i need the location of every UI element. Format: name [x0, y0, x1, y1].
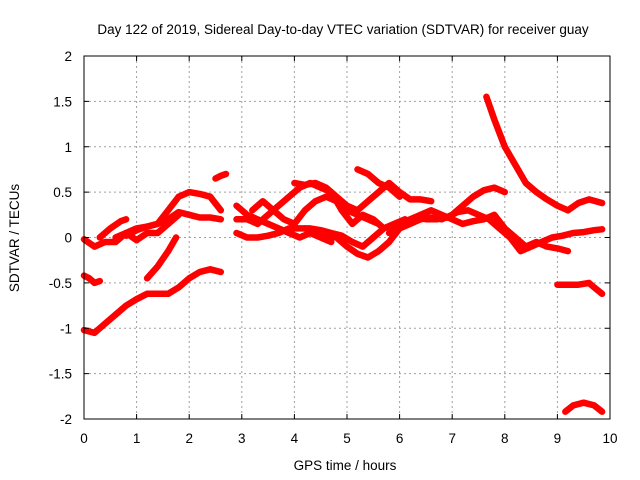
series-s6	[122, 208, 225, 239]
chart-title: Day 122 of 2019, Sidereal Day-to-day VTE…	[97, 22, 588, 37]
series-s19	[483, 93, 606, 214]
y-tick-label: 0	[64, 231, 72, 246]
x-tick-label: 10	[602, 431, 617, 446]
ticks	[83, 55, 611, 420]
x-tick-label: 3	[238, 431, 246, 446]
x-tick-label: 0	[80, 431, 88, 446]
y-tick-label: -1	[60, 321, 72, 336]
series-s18	[422, 207, 606, 255]
y-tick-label: 2	[64, 49, 72, 64]
x-tick-label: 1	[133, 431, 141, 446]
series-s15	[301, 225, 403, 261]
y-tick-label: 0.5	[53, 185, 72, 200]
series-s21	[562, 399, 606, 415]
series-s4	[96, 216, 130, 241]
x-tick-label: 6	[396, 431, 404, 446]
series-s13	[291, 179, 435, 214]
y-axis-label: SDTVAR / TECUs	[7, 184, 22, 293]
y-tick-label: -2	[60, 412, 72, 427]
x-tick-label: 2	[185, 431, 193, 446]
series-s14	[354, 166, 403, 200]
series-s20	[554, 279, 606, 298]
x-tick-label: 9	[554, 431, 562, 446]
x-tick-label: 7	[448, 431, 456, 446]
y-tick-label: 1.5	[53, 94, 72, 109]
y-tick-label: -0.5	[49, 276, 72, 291]
series-layer	[80, 93, 606, 415]
x-axis-label: GPS time / hours	[294, 458, 397, 473]
series-s10	[233, 216, 409, 250]
y-tick-label: 1	[64, 140, 72, 155]
x-tick-label: 4	[291, 431, 299, 446]
series-s7	[143, 234, 180, 282]
y-tick-label: -1.5	[49, 367, 72, 382]
series-s1	[80, 266, 225, 337]
x-tick-label: 8	[501, 431, 509, 446]
series-s8	[212, 170, 230, 182]
series-s2	[80, 272, 104, 287]
series-s12	[249, 193, 382, 228]
x-tick-labels: 0 1 2 3 4 5 6 7 8 9 10	[80, 431, 617, 446]
y-tick-labels: -2 -1.5 -1 -0.5 0 0.5 1 1.5 2	[49, 49, 72, 427]
x-tick-label: 5	[343, 431, 351, 446]
